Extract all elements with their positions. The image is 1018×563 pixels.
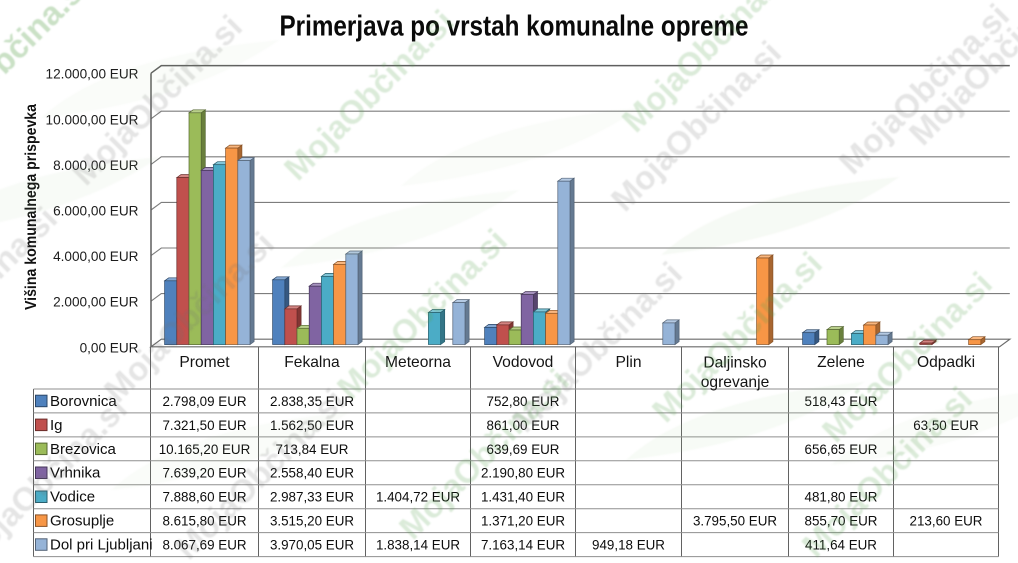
svg-text:2.987,33 EUR: 2.987,33 EUR [270, 490, 354, 505]
svg-text:3.970,05 EUR: 3.970,05 EUR [270, 538, 354, 553]
svg-text:Ig: Ig [50, 417, 63, 434]
svg-text:2.558,40 EUR: 2.558,40 EUR [270, 466, 354, 481]
svg-text:Meteorna: Meteorna [385, 354, 451, 371]
svg-text:861,00 EUR: 861,00 EUR [487, 418, 560, 433]
svg-text:752,80 EUR: 752,80 EUR [487, 394, 560, 409]
svg-text:Promet: Promet [179, 354, 230, 371]
svg-text:0,00 EUR: 0,00 EUR [80, 340, 139, 355]
svg-text:Brezovica: Brezovica [50, 441, 117, 458]
svg-text:8.067,69 EUR: 8.067,69 EUR [162, 538, 246, 553]
svg-text:2.190,80 EUR: 2.190,80 EUR [481, 466, 565, 481]
svg-text:Grosuplje: Grosuplje [50, 513, 114, 530]
svg-text:3.795,50 EUR: 3.795,50 EUR [693, 514, 777, 529]
svg-text:1.838,14 EUR: 1.838,14 EUR [376, 538, 460, 553]
svg-text:Fekalna: Fekalna [284, 354, 340, 371]
svg-text:Vrhnika: Vrhnika [50, 465, 101, 482]
svg-text:ogrevanje: ogrevanje [701, 374, 770, 391]
svg-text:4.000,00 EUR: 4.000,00 EUR [53, 249, 139, 264]
svg-text:855,70 EUR: 855,70 EUR [805, 514, 878, 529]
svg-text:7.163,14 EUR: 7.163,14 EUR [481, 538, 565, 553]
svg-text:949,18 EUR: 949,18 EUR [592, 538, 665, 553]
svg-text:Borovnica: Borovnica [50, 393, 117, 410]
svg-text:1.404,72 EUR: 1.404,72 EUR [376, 490, 460, 505]
svg-text:2.000,00 EUR: 2.000,00 EUR [53, 295, 139, 310]
svg-text:Dol pri Ljubljani: Dol pri Ljubljani [50, 537, 153, 554]
svg-text:213,60 EUR: 213,60 EUR [910, 514, 983, 529]
svg-text:Vodice: Vodice [50, 489, 95, 506]
svg-text:3.515,20 EUR: 3.515,20 EUR [270, 514, 354, 529]
svg-text:Plin: Plin [615, 354, 641, 371]
svg-text:7.321,50 EUR: 7.321,50 EUR [162, 418, 246, 433]
svg-text:2.838,35 EUR: 2.838,35 EUR [270, 394, 354, 409]
svg-text:1.431,40 EUR: 1.431,40 EUR [481, 490, 565, 505]
svg-text:Primerjava po vrstah komunalne: Primerjava po vrstah komunalne opreme [280, 11, 749, 43]
svg-text:639,69 EUR: 639,69 EUR [487, 442, 560, 457]
svg-text:10.000,00 EUR: 10.000,00 EUR [46, 112, 139, 127]
svg-text:Zelene: Zelene [817, 354, 865, 371]
svg-text:481,80 EUR: 481,80 EUR [805, 490, 878, 505]
svg-text:1.371,20 EUR: 1.371,20 EUR [481, 514, 565, 529]
svg-text:713,84 EUR: 713,84 EUR [276, 442, 349, 457]
svg-text:2.798,09 EUR: 2.798,09 EUR [162, 394, 246, 409]
svg-text:411,64 EUR: 411,64 EUR [805, 538, 877, 553]
svg-text:7.888,60 EUR: 7.888,60 EUR [162, 490, 246, 505]
svg-text:Vodovod: Vodovod [493, 354, 554, 371]
svg-text:6.000,00 EUR: 6.000,00 EUR [53, 204, 139, 219]
svg-text:8.615,80 EUR: 8.615,80 EUR [162, 514, 246, 529]
svg-text:Daljinsko: Daljinsko [703, 355, 767, 372]
svg-text:Odpadki: Odpadki [917, 354, 975, 371]
